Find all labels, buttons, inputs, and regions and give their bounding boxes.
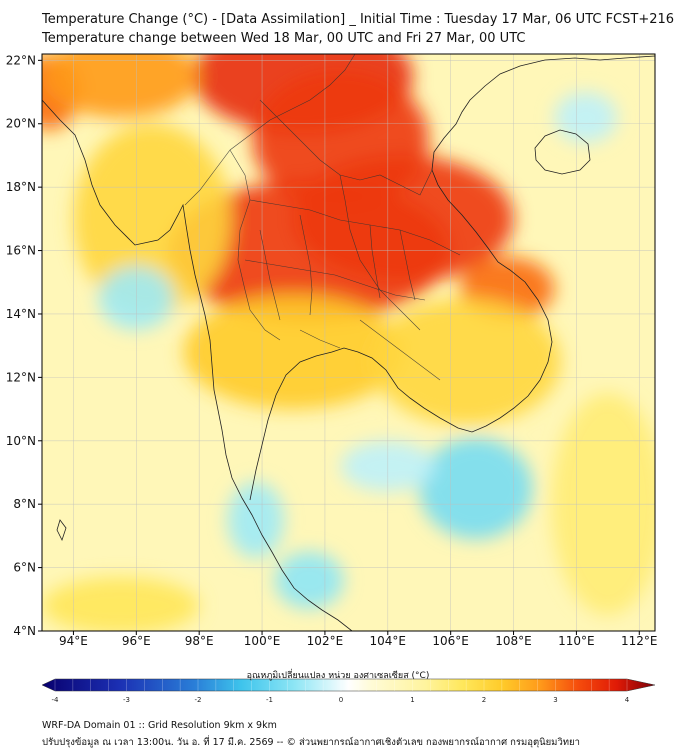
lat-label: 16°N <box>6 244 36 258</box>
temperature-anomaly-region <box>274 551 344 609</box>
colorbar-tick-label: 4 <box>625 696 630 704</box>
colorbar-tick-label: -2 <box>195 696 202 704</box>
colorbar-ticks: -4 -3 -2 -1 0 1 2 3 4 <box>52 679 630 704</box>
lat-label: 12°N <box>6 370 36 384</box>
lat-label: 4°N <box>13 624 36 638</box>
map-frame <box>41 53 656 632</box>
map-area <box>42 54 655 631</box>
footer-model-info: WRF-DA Domain 01 :: Grid Resolution 9km … <box>42 720 277 731</box>
chart-subtitle: Temperature change between Wed 18 Mar, 0… <box>42 31 526 46</box>
latitude-labels: 22°N 20°N 18°N 16°N 14°N 12°N 10°N 8°N 6°N 4°N <box>6 53 42 638</box>
lat-label: 22°N <box>6 53 36 67</box>
lon-label: 102°E <box>307 634 344 648</box>
temperature-anomaly-region <box>372 298 561 425</box>
lon-label: 108°E <box>495 634 532 648</box>
colorbar: -4 -3 -2 -1 0 1 2 3 4 <box>41 678 656 704</box>
colorbar-tick-label: -1 <box>266 696 273 704</box>
lon-label: 112°E <box>621 634 658 648</box>
chart-title: Temperature Change (°C) - [Data Assimila… <box>42 12 675 27</box>
temperature-anomaly-region <box>227 481 285 559</box>
lon-label: 106°E <box>432 634 469 648</box>
longitude-labels: 94°E 96°E 98°E 100°E 102°E 104°E 106°E 108°E 110… <box>59 631 658 648</box>
lat-label: 20°N <box>6 117 36 131</box>
lat-label: 10°N <box>6 434 36 448</box>
lat-label: 18°N <box>6 180 36 194</box>
colorbar-tick-label: 3 <box>553 696 557 704</box>
colorbar-tick-label: 1 <box>410 696 414 704</box>
admin-boundaries <box>184 54 461 381</box>
map-figure: 22°N 20°N 18°N 16°N 14°N 12°N 10°N 8°N 6°N 4°N 94… <box>6 53 658 704</box>
lat-label: 6°N <box>13 561 36 575</box>
lat-label: 14°N <box>6 307 36 321</box>
lon-label: 104°E <box>370 634 407 648</box>
graticule <box>42 54 655 631</box>
lon-label: 94°E <box>59 634 88 648</box>
temperature-anomaly-region <box>419 437 533 540</box>
temperature-anomaly-region <box>183 294 404 410</box>
lon-label: 96°E <box>122 634 151 648</box>
coastlines <box>42 55 655 631</box>
lon-label: 100°E <box>244 634 281 648</box>
temperature-anomaly-region <box>42 577 200 631</box>
lon-label: 98°E <box>185 634 214 648</box>
colorbar-tick-label: -3 <box>123 696 130 704</box>
temperature-anomaly-region <box>73 123 231 314</box>
lat-label: 8°N <box>13 497 36 511</box>
temperature-anomaly-region <box>554 92 618 143</box>
footer-credit: ปรับปรุงข้อมูล ณ เวลา 13:00น. วัน อ. ที่… <box>42 737 580 748</box>
colorbar-title: อุณหภูมิเปลี่ยนแปลง หน่วย องศาเซลเซียส (… <box>246 671 430 681</box>
lon-label: 110°E <box>558 634 595 648</box>
colorbar-tick-label: 2 <box>482 696 486 704</box>
colorbar-tick-label: -4 <box>52 696 60 704</box>
temperature-anomaly-region <box>42 54 200 118</box>
colorbar-tick-label: 0 <box>339 696 343 704</box>
